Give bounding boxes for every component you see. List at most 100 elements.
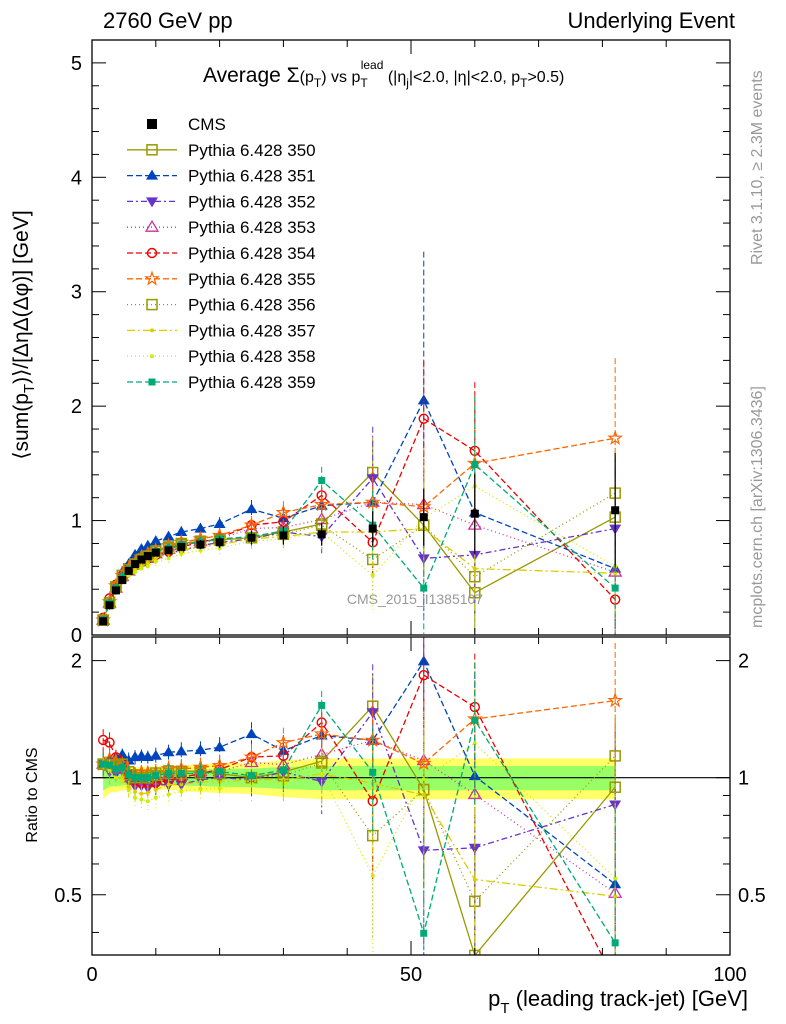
- data-point: [611, 584, 619, 592]
- ratio-point: [217, 786, 222, 791]
- ratio-point: [149, 749, 162, 760]
- y-tick-label: 1: [71, 511, 82, 533]
- ratio-point: [137, 774, 145, 782]
- ratio-tick-label: 2: [71, 651, 82, 673]
- ratio-point: [213, 741, 226, 752]
- ratio-point: [275, 734, 292, 750]
- legend-marker: [144, 219, 160, 232]
- series-line: [102, 501, 616, 621]
- legend-marker: [146, 298, 158, 311]
- cms-point: [99, 617, 108, 626]
- ratio-point: [418, 669, 429, 681]
- ratio-point: [472, 877, 477, 882]
- y-tick-label: 0: [71, 625, 82, 647]
- x-tick-label: 100: [713, 964, 746, 986]
- ratio-point: [420, 929, 428, 937]
- ratio-point: [153, 787, 158, 792]
- x-tick-label: 50: [400, 964, 422, 986]
- legend-marker: [146, 247, 158, 259]
- legend-item: Pythia 6.428 350: [127, 141, 316, 160]
- cms-point: [111, 586, 120, 595]
- cms-point: [177, 542, 186, 551]
- legend-label: Pythia 6.428 352: [188, 192, 316, 211]
- cms-point: [611, 506, 620, 515]
- ratio-point: [113, 775, 118, 780]
- series-1: [97, 251, 622, 626]
- plot-title: Average Σ(pT) vs pTlead (|ηj|<2.0, |η|<2…: [203, 58, 564, 90]
- ratio-point: [421, 777, 426, 782]
- data-point: [245, 503, 258, 514]
- axis-layer: 0 50 100 0 1 2 3 4 5 0.5 0.5 1 1 2 2: [54, 39, 766, 986]
- ratio-point: [370, 873, 375, 878]
- y-axis-label: ⟨sum(pT)⟩/[ΔηΔ(Δφ)] [GeV]: [10, 210, 38, 459]
- ratio-point: [120, 775, 125, 780]
- ratio-point: [175, 745, 188, 756]
- legend-item: Pythia 6.428 351: [127, 167, 316, 186]
- ratio-series-5: [95, 642, 624, 864]
- ratio-point: [417, 655, 430, 666]
- ratio-point: [106, 761, 114, 769]
- ratio-point: [472, 741, 477, 746]
- series-line: [102, 527, 616, 621]
- ratio-point: [194, 744, 207, 755]
- ratio-point: [369, 768, 377, 776]
- ratio-point: [152, 771, 160, 779]
- ratio-y-axis-label: Ratio to CMS: [24, 747, 41, 842]
- ratio-point: [468, 843, 481, 854]
- header-right: Underlying Event: [567, 8, 735, 33]
- cms-point: [368, 524, 377, 533]
- analysis-watermark: CMS_2015_I1385107: [347, 591, 483, 607]
- data-point: [472, 566, 477, 571]
- data-point: [166, 556, 171, 561]
- ratio-point: [139, 791, 144, 796]
- legend-marker: [150, 328, 154, 333]
- legend-label: Pythia 6.428 358: [188, 347, 316, 366]
- ratio-point: [415, 755, 432, 771]
- ratio-point: [165, 769, 173, 777]
- y-tick-label: 5: [71, 53, 82, 75]
- x-axis-label: pT (leading track-jet) [GeV]: [488, 986, 748, 1017]
- legend-item: Pythia 6.428 357: [127, 321, 316, 340]
- data-point: [133, 570, 138, 575]
- ratio-point: [196, 769, 204, 777]
- data-point: [418, 413, 429, 424]
- data-point: [370, 573, 375, 578]
- x-tick-label: 0: [86, 964, 97, 986]
- ratio-point: [364, 732, 381, 748]
- ratio-series-2: [97, 664, 622, 955]
- data-point: [213, 518, 226, 529]
- legend-item: CMS: [147, 115, 226, 134]
- ratio-point: [318, 701, 326, 709]
- cms-point: [124, 566, 133, 575]
- ratio-point: [118, 763, 126, 771]
- cms-point: [419, 513, 428, 522]
- ratio-point: [144, 774, 152, 782]
- ratio-tick-label-right: 1: [738, 768, 749, 790]
- cms-point: [131, 560, 140, 569]
- data-point: [194, 522, 207, 533]
- ratio-point: [177, 769, 185, 777]
- ratio-point: [153, 795, 158, 800]
- data-point: [153, 559, 158, 564]
- data-point: [179, 551, 184, 556]
- cms-point: [196, 540, 205, 549]
- data-point: [162, 530, 175, 541]
- data-point: [471, 461, 479, 469]
- legend-label: Pythia 6.428 359: [188, 373, 316, 392]
- ratio-point: [99, 760, 107, 768]
- legend-marker: [150, 354, 154, 359]
- ratio-point: [97, 734, 109, 746]
- cms-point: [105, 601, 114, 610]
- series-layer: [95, 251, 624, 635]
- ratio-point: [192, 758, 209, 775]
- legend-label: Pythia 6.428 355: [188, 270, 316, 289]
- ratio-point: [319, 771, 324, 776]
- legend: CMS Pythia 6.428 350 Pythia 6.428 351 Pythi…: [127, 115, 316, 392]
- cms-point: [470, 509, 479, 518]
- series-line: [102, 417, 616, 619]
- ratio-tick-label: 0.5: [54, 885, 82, 907]
- cms-point: [164, 546, 173, 555]
- ratio-point: [162, 746, 175, 757]
- ratio-point: [313, 725, 330, 741]
- legend-item: Pythia 6.428 354: [127, 244, 316, 263]
